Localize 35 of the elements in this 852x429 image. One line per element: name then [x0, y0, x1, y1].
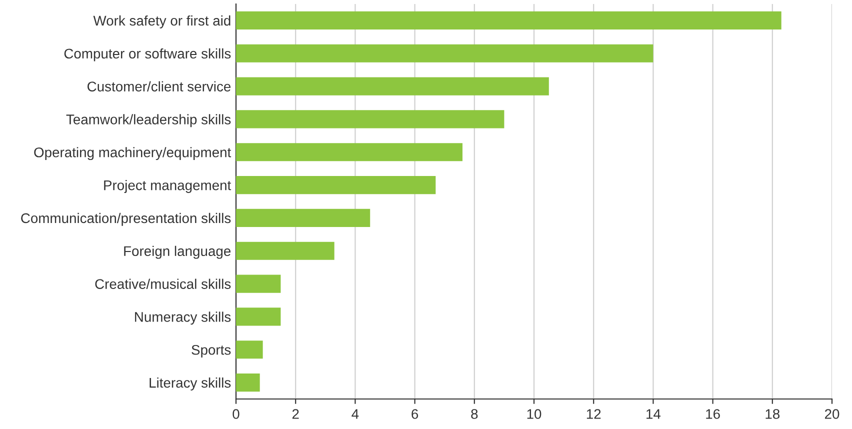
y-tick-label: Teamwork/leadership skills	[66, 114, 231, 128]
bar	[236, 208, 370, 228]
bar	[236, 373, 260, 392]
y-tick-label: Computer or software skills	[64, 48, 231, 62]
x-tick-label: 6	[412, 409, 418, 419]
y-tick-label: Sports	[192, 344, 231, 358]
x-tick-label: 8	[471, 409, 478, 419]
x-tick-label: 4	[352, 409, 359, 419]
bar	[236, 308, 281, 326]
x-tick-label: 16	[706, 409, 720, 419]
bar	[236, 340, 263, 359]
bar	[236, 44, 654, 62]
y-tick-label: Literacy skills	[150, 378, 231, 390]
y-tick-label: Customer/client service	[88, 81, 231, 92]
y-tick-label: Communication/presentation skills	[21, 212, 231, 226]
x-tick-label: 10	[527, 409, 542, 419]
bar	[236, 11, 782, 30]
y-tick-label: Foreign language	[124, 246, 231, 259]
x-tick-label: 12	[586, 409, 601, 419]
bar	[236, 143, 462, 162]
bar	[236, 77, 549, 96]
x-tick-label: 20	[824, 409, 840, 419]
y-tick-label: Numeracy skills	[135, 312, 231, 325]
y-tick-label: Work safety or first aid	[93, 15, 230, 28]
y-tick-label: Creative/musical skills	[95, 278, 231, 289]
x-tick-label: 14	[646, 409, 661, 419]
bar	[236, 110, 504, 128]
bar	[236, 176, 436, 194]
y-tick-label: Operating machinery/equipment	[34, 147, 232, 160]
bar	[236, 242, 334, 260]
x-tick-label: 18	[766, 409, 780, 419]
x-tick-label: 0	[232, 409, 240, 419]
bar	[236, 274, 281, 293]
y-tick-label: Project management	[104, 180, 232, 193]
x-tick-label: 2	[292, 409, 299, 419]
